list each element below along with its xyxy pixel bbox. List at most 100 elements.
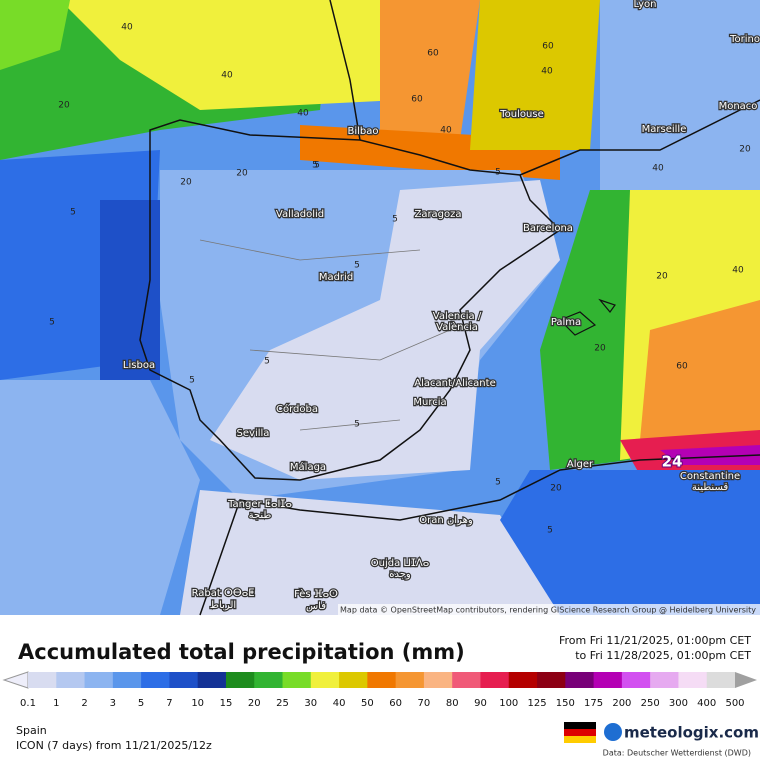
contour-label: 40	[732, 266, 744, 276]
colorbar-box	[508, 672, 538, 688]
colorbar-label: 70	[418, 698, 431, 709]
colorbar-box	[367, 672, 397, 688]
city: Constantine	[680, 471, 740, 482]
contour-label: 5	[354, 420, 360, 430]
city: Córdoba	[276, 403, 318, 415]
contour-label: 40	[541, 67, 553, 77]
colorbar-box	[310, 672, 340, 688]
city: Alacant/Alicante	[414, 378, 495, 389]
source: Data: Deutscher Wetterdienst (DWD)	[603, 749, 751, 758]
city: قسنطينة	[692, 482, 729, 493]
contour-label: 40	[297, 109, 309, 119]
colorbar-label: 10	[191, 698, 204, 709]
city: Palma	[551, 317, 581, 328]
colorbar-box	[593, 672, 623, 688]
city: Tanger ⵟⴰⵏⵊⴰ	[227, 499, 292, 510]
contour-label: 40	[221, 71, 233, 81]
colorbar-label: 5	[138, 698, 144, 709]
city: Monaco	[719, 101, 758, 112]
colorbar-box	[28, 672, 57, 688]
colorbar-label: 60	[389, 698, 402, 709]
colorbar-label: 25	[276, 698, 289, 709]
contour-label: 5	[392, 215, 398, 225]
brand[interactable]: meteologix.com	[624, 724, 759, 742]
map: Lyon Torino Monaco Toulouse Marseille Bi…	[0, 0, 760, 616]
contour-label: 20	[58, 101, 70, 111]
colorbar-box	[225, 672, 255, 688]
colorbar-box	[339, 672, 368, 688]
contour-label: 5	[495, 478, 501, 488]
city: Barcelona	[523, 223, 573, 234]
colorbar-label: 400	[697, 698, 716, 709]
colorbar-box	[254, 672, 284, 688]
colorbar-box	[84, 672, 114, 688]
city: Fès ⴼⴰⵙ	[294, 588, 338, 600]
city: València	[436, 321, 478, 333]
colorbar-box	[169, 672, 199, 688]
colorbar-label: 300	[669, 698, 688, 709]
colorbar-label: 15	[220, 698, 233, 709]
colorbar-label: 150	[556, 698, 575, 709]
city: Valencia /	[433, 311, 482, 322]
contour-label: 5	[49, 318, 55, 328]
city: Zaragoza	[414, 209, 461, 220]
colorbar-box	[452, 672, 481, 688]
colorbar-box	[141, 672, 170, 688]
colorbar-label: 175	[584, 698, 603, 709]
city: Lyon	[633, 0, 656, 10]
legend-title: Accumulated total precipitation (mm)	[18, 640, 465, 664]
colorbar-label: 30	[304, 698, 317, 709]
colorbar-box	[565, 672, 595, 688]
contour-label: 20	[739, 145, 751, 155]
city-labels: Lyon Torino Monaco Toulouse Marseille Bi…	[122, 0, 760, 613]
colorbar-label: 80	[446, 698, 459, 709]
city: Valladolid	[276, 209, 324, 220]
contour-label: 60	[427, 49, 439, 59]
colorbar-arrow	[2, 671, 29, 689]
contour-label: 20	[236, 169, 248, 179]
city: Alger	[567, 459, 594, 470]
colorbar-box	[480, 672, 510, 688]
contour-label: 5	[547, 526, 553, 536]
colorbar-box	[56, 672, 86, 688]
contour-label: 5	[189, 376, 195, 386]
region: Spain	[16, 724, 47, 737]
colorbar-box	[621, 672, 651, 688]
colorbar-label: 100	[499, 698, 518, 709]
colorbar-arrow	[735, 672, 757, 688]
colorbar-label: 500	[725, 698, 744, 709]
contour-label: 5	[312, 161, 318, 171]
colorbar-label: 90	[474, 698, 487, 709]
city: Bilbao	[347, 126, 378, 137]
colorbar-label: 7	[166, 698, 172, 709]
colorbar-box	[282, 672, 312, 688]
city: Lisboa	[123, 360, 155, 371]
city: Málaga	[290, 461, 326, 473]
city: Rabat ⵔⴱⴰⵟ	[192, 588, 255, 599]
contour-label: 5	[314, 161, 320, 171]
contour-label: 5	[495, 168, 501, 178]
colorbar-box	[112, 672, 142, 688]
contour-label: 20	[550, 484, 562, 494]
contour-label: 20	[180, 178, 192, 188]
city: وجدة	[389, 569, 411, 580]
contour-labels: 40 40 40 60 60 60 40 20 20 40 5 5 5 5 20…	[49, 23, 751, 536]
colorbar-label: 2	[81, 698, 87, 709]
colorbar-box	[650, 672, 679, 688]
city: Marseille	[642, 124, 687, 135]
contour-label: 60	[676, 362, 688, 372]
city: Toulouse	[499, 109, 543, 120]
colorbar-label: 1	[53, 698, 59, 709]
contour-label: 20	[656, 272, 668, 282]
max-marker: 24	[662, 453, 683, 471]
colorbar-box	[678, 672, 708, 688]
contour-label: 40	[652, 164, 664, 174]
colorbar-box	[537, 672, 566, 688]
colorbar-box	[197, 672, 227, 688]
contour-label: 40	[121, 23, 133, 33]
colorbar-label: 3	[110, 698, 116, 709]
colorbar-label: 250	[641, 698, 660, 709]
colorbar-label: 200	[612, 698, 631, 709]
